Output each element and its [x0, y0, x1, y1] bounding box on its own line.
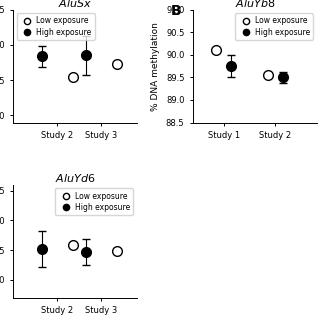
- Text: B: B: [170, 4, 181, 18]
- Title: $\mathit{AluYd6}$: $\mathit{AluYd6}$: [55, 172, 95, 184]
- Legend: Low exposure, High exposure: Low exposure, High exposure: [55, 188, 133, 215]
- Legend: Low exposure, High exposure: Low exposure, High exposure: [17, 13, 95, 40]
- Title: $\mathit{AluYb8}$: $\mathit{AluYb8}$: [235, 0, 275, 9]
- Title: $\mathit{AluSx}$: $\mathit{AluSx}$: [58, 0, 92, 9]
- Y-axis label: % DNA methylation: % DNA methylation: [151, 22, 160, 110]
- Legend: Low exposure, High exposure: Low exposure, High exposure: [235, 13, 313, 40]
